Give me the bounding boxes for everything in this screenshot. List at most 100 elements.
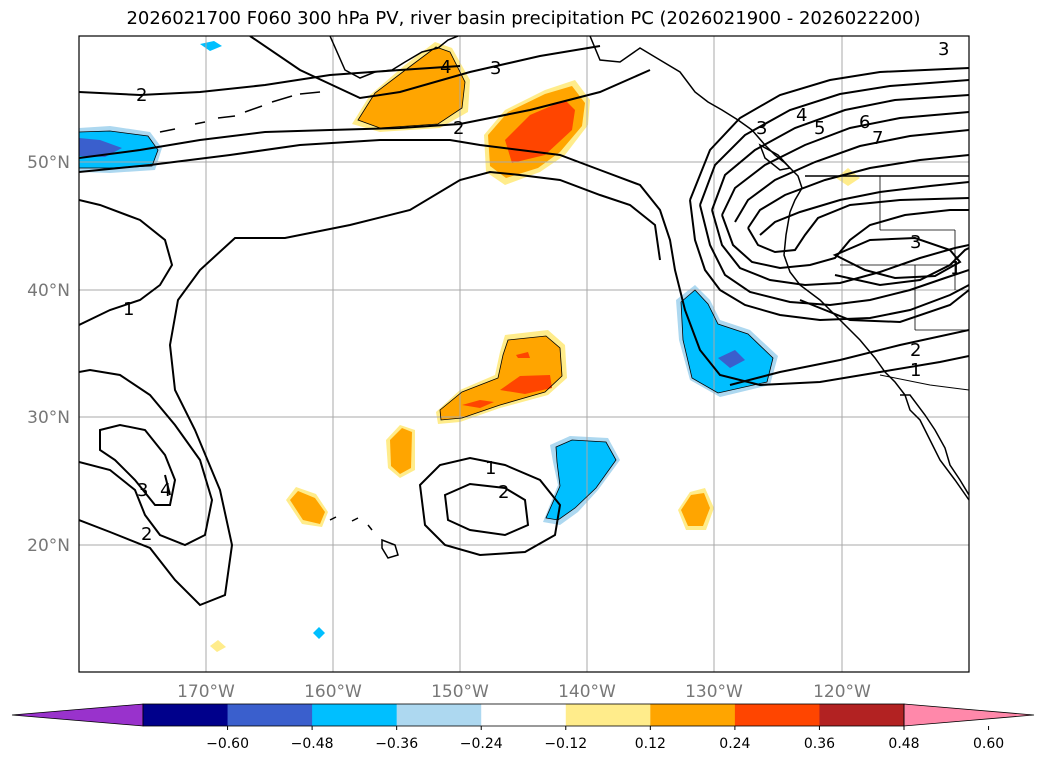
map-plot-area: 2 3 4 2 1 3 4 2 1 2 3 4 5 6 7 3 3 2 1 1	[79, 36, 969, 672]
contour-1-main	[79, 139, 969, 387]
colorbar-tick-label: 0.48	[888, 736, 919, 752]
contour-label-3-sw: 3	[137, 480, 148, 501]
coast-aleutian-islands	[159, 91, 321, 133]
coast-baja	[900, 394, 969, 496]
lon-label-140w: 140°W	[558, 682, 616, 702]
colorbar-segment	[734, 704, 820, 726]
longitude-labels: 170°W 160°W 150°W 140°W 130°W 120°W	[177, 682, 871, 702]
coast-british-columbia	[784, 162, 803, 213]
contour-ne-wrap	[689, 199, 969, 322]
colorbar-tick-label: −0.60	[206, 736, 249, 752]
colorbar-segment	[227, 704, 313, 726]
map-frame	[78, 35, 970, 673]
colorbar-tick-label: 0.60	[973, 736, 1004, 752]
coast-vancouver-island	[758, 143, 792, 171]
precip-positive-ne-core	[505, 100, 575, 163]
coast-hawaii	[329, 516, 399, 559]
precip-positive-center-dot	[516, 352, 530, 358]
coast-alaska-south	[589, 36, 786, 164]
colorbar-segment	[143, 704, 229, 726]
lon-label-170w: 170°W	[177, 682, 235, 702]
contour-e-lower	[729, 329, 969, 386]
contour-label-1-e2: 1	[950, 258, 961, 279]
contour-label-3-e: 3	[910, 232, 921, 253]
contour-label-4-ne: 4	[796, 105, 807, 126]
contour-label-2-n: 2	[453, 118, 464, 139]
colorbar-tick-label: −0.24	[460, 736, 503, 752]
lat-label-20n: 20°N	[27, 536, 70, 556]
contour-ne-wrap2	[699, 204, 969, 307]
contour-1-west	[79, 199, 174, 326]
lon-label-160w: 160°W	[304, 682, 362, 702]
contour-e-2	[834, 247, 969, 287]
precip-negative-s	[546, 440, 616, 520]
colorbar-segment	[819, 704, 905, 726]
precip-positive-small-c	[681, 493, 710, 526]
precip-positive-center-core2	[462, 400, 494, 408]
contour-label-1-w: 1	[123, 299, 134, 320]
contour-ne-wrap5	[747, 197, 969, 254]
contour-label-5-ne: 5	[814, 118, 825, 139]
contour-2-mid	[79, 69, 651, 159]
lat-label-30n: 30°N	[27, 408, 70, 428]
contour-2-center	[443, 482, 530, 537]
lat-label-50n: 50°N	[27, 153, 70, 173]
colorbar-segment	[650, 704, 736, 726]
contour-ne-wrap3	[711, 209, 969, 287]
contour-ne-5	[721, 111, 969, 216]
contour-3-north	[249, 36, 601, 100]
contour-label-7-ne: 7	[872, 128, 883, 149]
border-us-mexico	[879, 374, 969, 391]
contour-label-2-nw: 2	[136, 85, 147, 106]
colorbar-frame	[142, 703, 905, 727]
contour-ne-3	[699, 79, 969, 206]
colorbar-tick-label: 0.24	[719, 736, 750, 752]
contour-labels: 2 3 4 2 1 3 4 2 1 2 3 4 5 6 7 3 3 2 1 1	[123, 39, 961, 545]
precip-negative-e	[681, 290, 773, 393]
contour-ne-wrap4	[721, 209, 969, 270]
colorbar-tick-label: 0.36	[804, 736, 835, 752]
precip-positive-center-core	[500, 375, 552, 394]
contour-e-1	[799, 289, 969, 324]
precip-positive-small-b	[290, 491, 325, 524]
colorbar-segment	[396, 704, 482, 726]
contour-label-1-c: 1	[485, 458, 496, 479]
map-title: 2026021700 F060 300 hPa PV, river basin …	[126, 8, 921, 29]
contour-2-southwest	[79, 368, 214, 547]
contour-label-3-ne: 3	[756, 118, 767, 139]
precip-shading	[79, 41, 860, 652]
coast-us-west	[783, 211, 969, 501]
contour-label-4-n: 4	[440, 57, 451, 78]
contour-label-3-n: 3	[490, 58, 501, 79]
gridlines	[79, 36, 969, 672]
contour-2-north	[79, 65, 461, 97]
precip-negative-small-n	[200, 41, 222, 51]
contour-3-southwest	[99, 423, 177, 506]
contour-label-2-sw: 2	[141, 524, 152, 545]
contour-e-3	[832, 236, 962, 280]
contour-label-2-c: 2	[498, 482, 509, 503]
colorbar-extend-min	[11, 703, 144, 727]
contour-label-2-e: 2	[910, 340, 921, 361]
contour-label-1-e: 1	[910, 360, 921, 381]
contour-label-6-ne: 6	[859, 112, 870, 133]
colorbar: −0.60 −0.48 −0.36 −0.24 −0.12 0.12 0.24 0.36 0.4…	[11, 703, 1035, 752]
latitude-labels: 50°N 40°N 30°N 20°N	[27, 153, 70, 556]
lon-label-150w: 150°W	[431, 682, 489, 702]
precip-positive-tiny-s	[210, 640, 226, 652]
colorbar-tick-label: −0.36	[375, 736, 418, 752]
contour-label-3-corner: 3	[938, 39, 949, 60]
colorbar-segment	[481, 704, 567, 726]
contour-ne-6	[734, 129, 969, 223]
contour-ne-2	[689, 67, 969, 201]
contour-label-4-sw: 4	[160, 480, 171, 501]
colorbar-segment	[312, 704, 398, 726]
colorbar-tick-label: −0.48	[291, 736, 334, 752]
contour-ne-4	[711, 94, 969, 211]
lon-label-120w: 120°W	[813, 682, 871, 702]
precip-negative-tiny-s	[313, 627, 325, 639]
pv-contours	[79, 36, 969, 607]
contour-4-southwest	[164, 474, 171, 496]
contour-ne-7	[747, 154, 969, 229]
